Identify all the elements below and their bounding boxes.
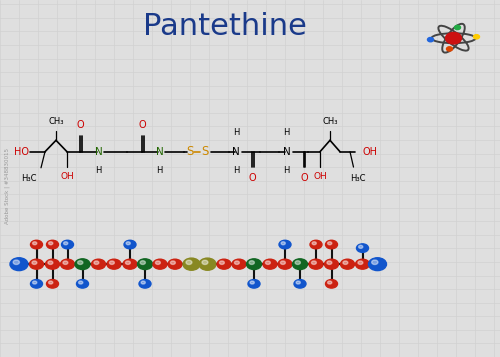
Circle shape bbox=[124, 240, 136, 249]
Circle shape bbox=[110, 261, 114, 265]
Circle shape bbox=[168, 259, 182, 269]
Circle shape bbox=[32, 261, 37, 265]
Circle shape bbox=[280, 261, 285, 265]
Circle shape bbox=[454, 25, 460, 30]
Circle shape bbox=[199, 258, 216, 270]
Text: CH₃: CH₃ bbox=[48, 117, 64, 126]
Text: N: N bbox=[156, 147, 164, 157]
Text: H₃C: H₃C bbox=[350, 174, 366, 183]
Text: S: S bbox=[186, 145, 194, 158]
Circle shape bbox=[296, 281, 300, 284]
Circle shape bbox=[220, 261, 224, 265]
Circle shape bbox=[48, 242, 53, 245]
Circle shape bbox=[156, 261, 160, 265]
Circle shape bbox=[123, 259, 137, 269]
Circle shape bbox=[358, 261, 363, 265]
Text: H: H bbox=[233, 166, 239, 175]
Circle shape bbox=[32, 242, 37, 245]
Circle shape bbox=[13, 260, 20, 265]
Circle shape bbox=[30, 240, 42, 249]
Text: O: O bbox=[76, 120, 84, 130]
Circle shape bbox=[64, 242, 68, 245]
Circle shape bbox=[474, 35, 480, 39]
Circle shape bbox=[30, 259, 44, 269]
Circle shape bbox=[186, 260, 192, 265]
Circle shape bbox=[107, 259, 121, 269]
Circle shape bbox=[46, 280, 58, 288]
Circle shape bbox=[343, 261, 348, 265]
Text: OH: OH bbox=[60, 172, 74, 181]
Circle shape bbox=[292, 259, 308, 270]
Circle shape bbox=[263, 259, 277, 269]
Circle shape bbox=[170, 261, 175, 265]
Text: OH: OH bbox=[362, 147, 378, 157]
Circle shape bbox=[324, 259, 338, 269]
Text: CH₃: CH₃ bbox=[322, 117, 338, 126]
Circle shape bbox=[281, 242, 285, 245]
Circle shape bbox=[327, 261, 332, 265]
Text: Pantethine: Pantethine bbox=[143, 12, 307, 41]
Circle shape bbox=[356, 259, 370, 269]
Circle shape bbox=[340, 259, 354, 269]
Circle shape bbox=[141, 281, 146, 284]
Circle shape bbox=[312, 261, 316, 265]
Circle shape bbox=[310, 240, 322, 249]
Circle shape bbox=[48, 261, 53, 265]
Circle shape bbox=[94, 261, 99, 265]
Circle shape bbox=[60, 259, 74, 269]
Circle shape bbox=[249, 261, 254, 265]
Circle shape bbox=[446, 47, 452, 51]
Circle shape bbox=[232, 259, 246, 269]
Circle shape bbox=[295, 261, 300, 265]
Circle shape bbox=[183, 258, 200, 270]
Text: H₃C: H₃C bbox=[21, 174, 36, 183]
Circle shape bbox=[46, 240, 58, 249]
Circle shape bbox=[140, 261, 145, 265]
Circle shape bbox=[246, 259, 262, 270]
Circle shape bbox=[10, 258, 28, 271]
Text: OH: OH bbox=[313, 172, 327, 181]
Circle shape bbox=[446, 32, 462, 44]
Circle shape bbox=[358, 245, 363, 248]
Circle shape bbox=[328, 242, 332, 245]
Circle shape bbox=[126, 261, 130, 265]
Circle shape bbox=[279, 240, 291, 249]
Text: O: O bbox=[138, 120, 146, 130]
Text: H: H bbox=[284, 129, 290, 137]
Text: H: H bbox=[284, 166, 290, 175]
Text: S: S bbox=[202, 145, 208, 158]
Circle shape bbox=[202, 260, 208, 265]
Text: N: N bbox=[282, 147, 290, 157]
Text: N: N bbox=[232, 147, 240, 157]
Circle shape bbox=[266, 261, 270, 265]
Text: H: H bbox=[156, 166, 162, 175]
Circle shape bbox=[234, 261, 240, 265]
Circle shape bbox=[372, 260, 378, 265]
Text: O: O bbox=[248, 173, 256, 183]
Circle shape bbox=[326, 240, 338, 249]
Text: O: O bbox=[300, 173, 308, 183]
Circle shape bbox=[217, 259, 231, 269]
Circle shape bbox=[30, 280, 42, 288]
Circle shape bbox=[294, 280, 306, 288]
Circle shape bbox=[326, 280, 338, 288]
Circle shape bbox=[328, 281, 332, 284]
Circle shape bbox=[368, 258, 386, 271]
Circle shape bbox=[63, 261, 68, 265]
Text: Adobe Stock | #348830015: Adobe Stock | #348830015 bbox=[4, 148, 10, 223]
Circle shape bbox=[139, 280, 151, 288]
Circle shape bbox=[48, 281, 53, 284]
Text: H: H bbox=[233, 129, 239, 137]
Circle shape bbox=[248, 280, 260, 288]
Circle shape bbox=[309, 259, 323, 269]
Circle shape bbox=[76, 280, 88, 288]
Circle shape bbox=[32, 281, 37, 284]
Circle shape bbox=[78, 281, 83, 284]
Text: HO: HO bbox=[14, 147, 29, 157]
Text: N: N bbox=[94, 147, 102, 157]
Circle shape bbox=[138, 259, 152, 270]
Circle shape bbox=[62, 240, 74, 249]
Text: H: H bbox=[96, 166, 102, 175]
Circle shape bbox=[153, 259, 167, 269]
